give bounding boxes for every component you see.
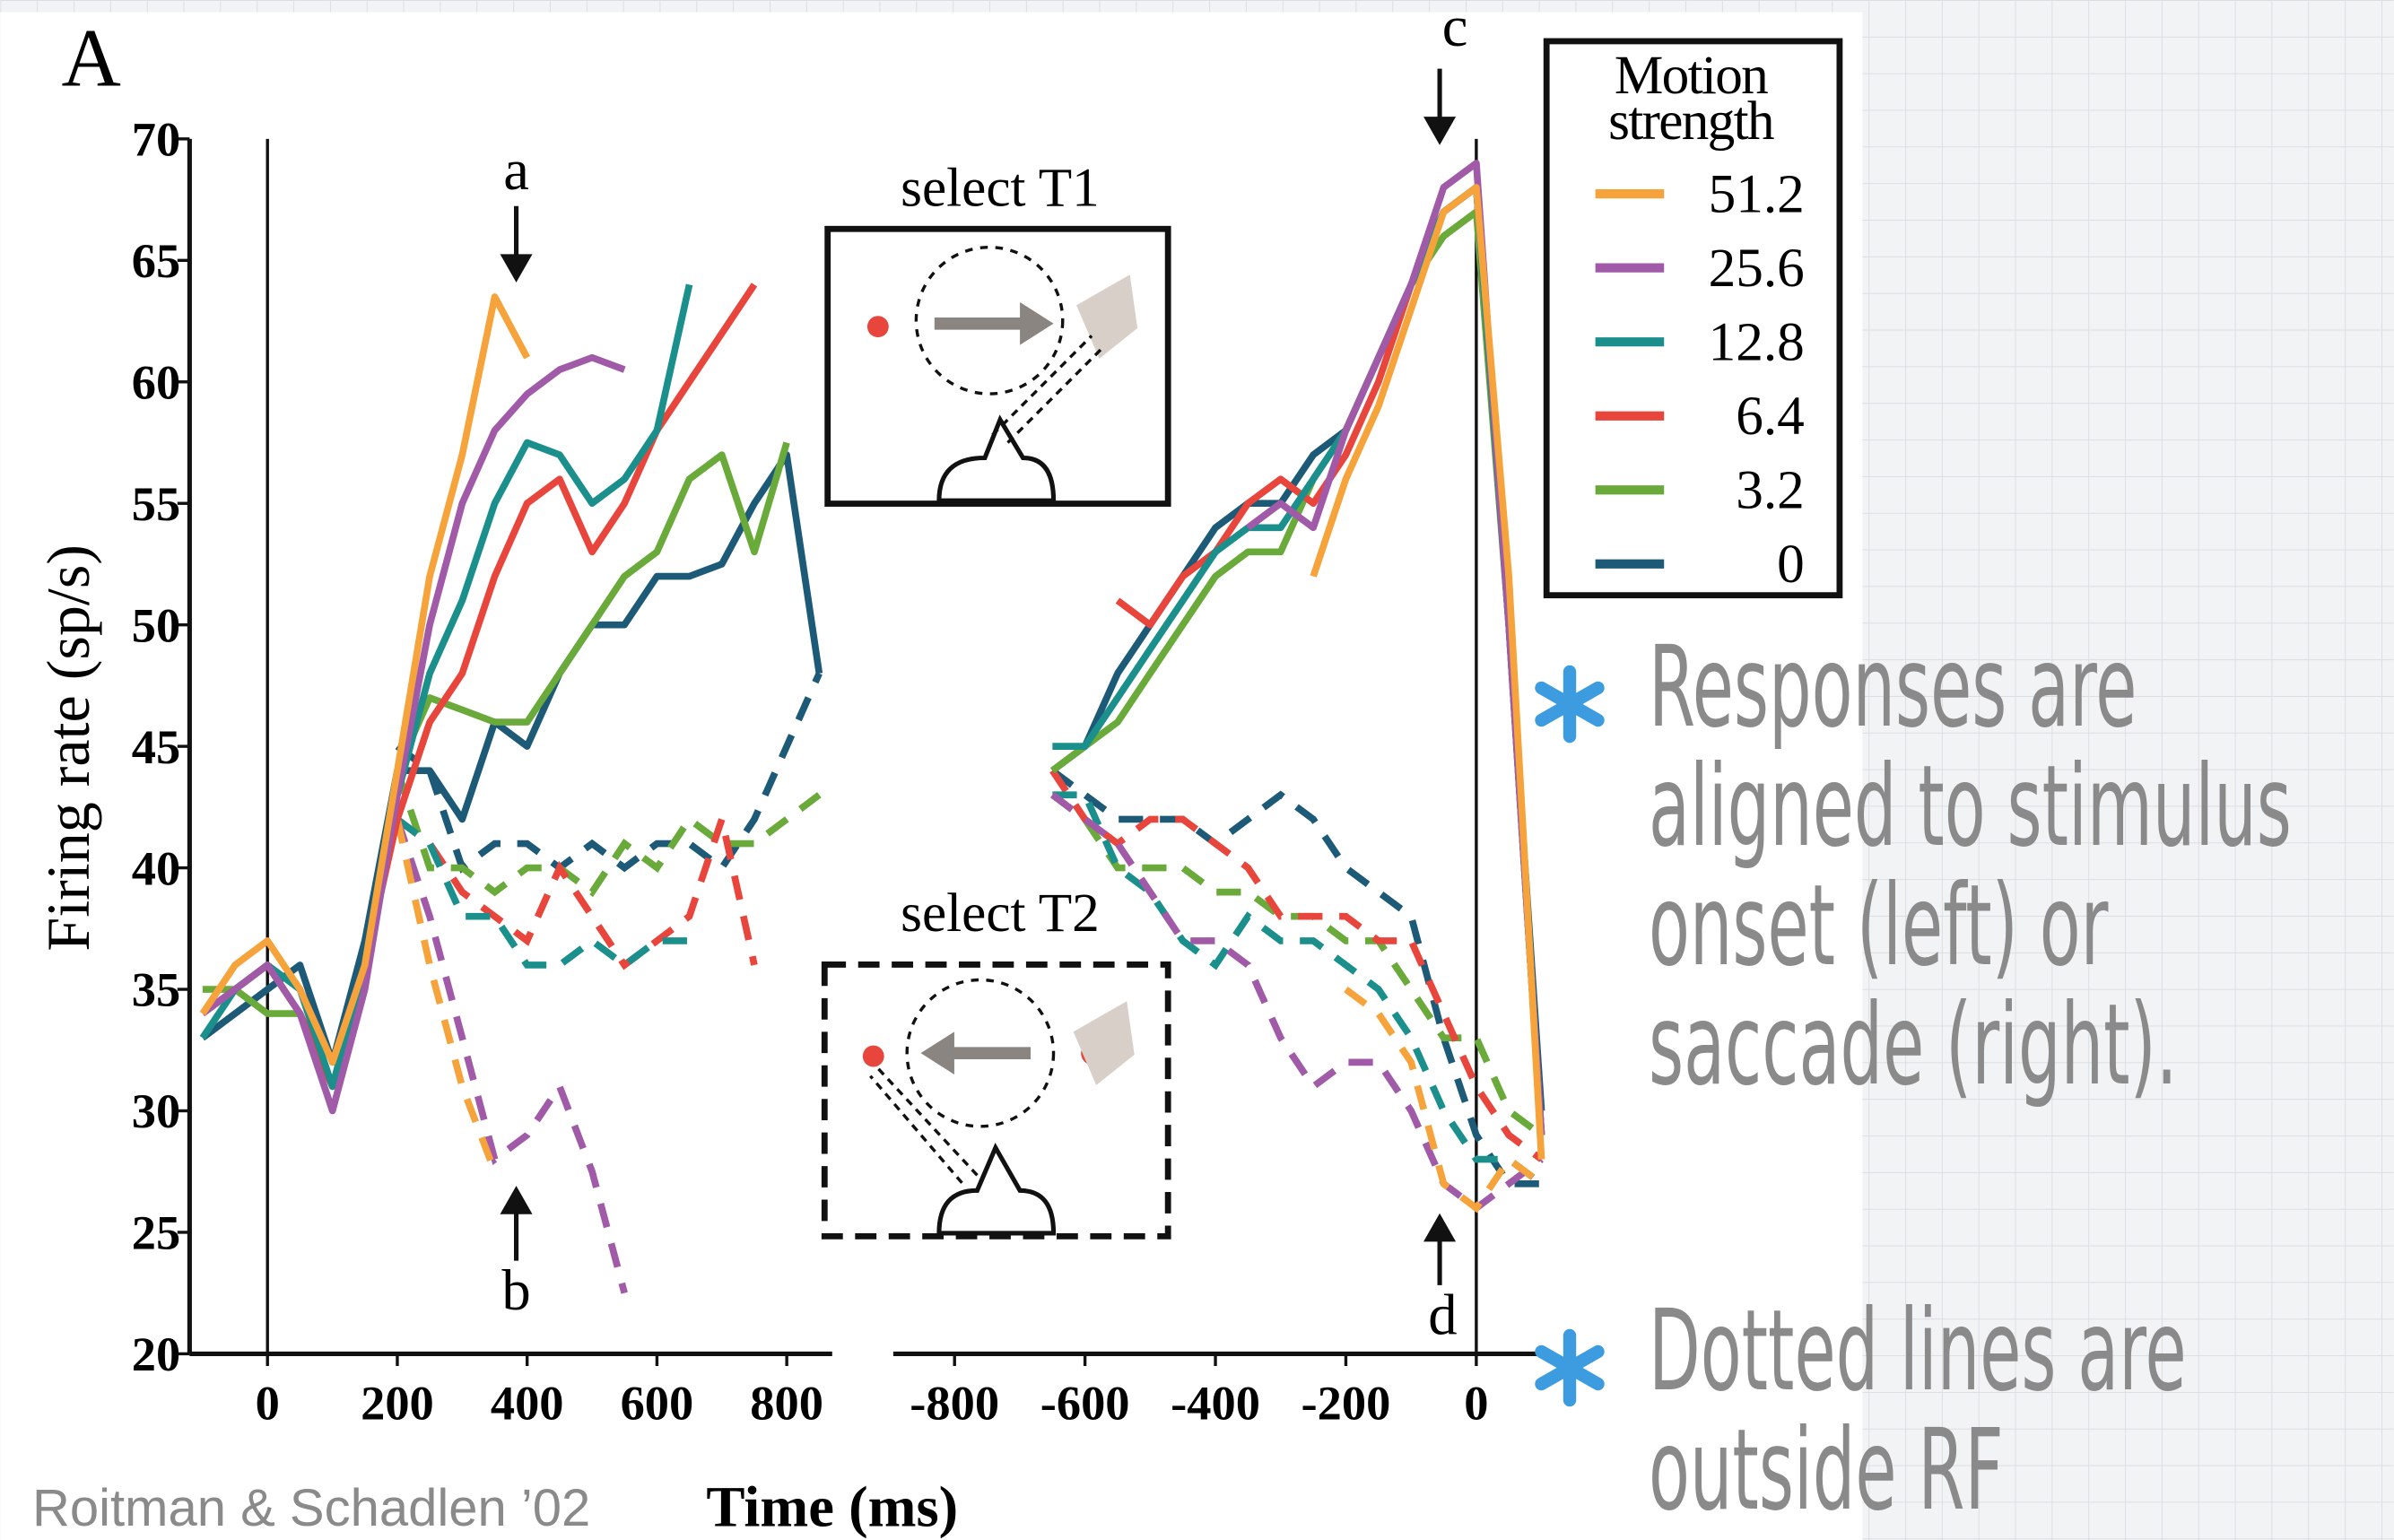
x-tick-label: 0 [1464,1376,1488,1431]
inset-title: select T1 [901,158,1100,219]
annotation: d [1428,1282,1457,1346]
y-tick-label: 40 [132,840,180,895]
outside-rf-line [394,769,822,898]
outside-rf-line [1344,986,1544,1214]
data-line [200,451,823,1066]
legend-label: 51.2 [1709,164,1805,225]
y-tick-label: 25 [132,1205,180,1260]
y-tick-label: 30 [132,1083,180,1138]
outside-rf-line [395,672,823,874]
annotation-arrows [500,68,1457,1285]
outside-rf-line [395,816,690,970]
outside-rf-line [1050,792,1544,1213]
bullet-star [1535,1328,1605,1407]
y-tick-label: 70 [132,112,180,167]
x-tick-label: 200 [361,1376,434,1431]
x-tick-label: 600 [621,1376,694,1431]
x-tick-label: -800 [910,1376,999,1431]
x-tick-label: 0 [256,1376,280,1431]
legend-label: 25.6 [1709,238,1805,299]
x-tick-label: 400 [491,1376,564,1431]
panel-label: A [61,12,120,103]
x-tick-label: -600 [1040,1376,1130,1431]
x-axis-label: Time (ms) [706,1475,958,1539]
outside-rf-line [394,818,628,1294]
annotation: a [503,137,529,202]
legend-label: 3.2 [1736,460,1805,521]
y-tick-label: 55 [132,476,180,531]
legend-title: Motion strength [1608,51,1774,152]
x-tick-label: -200 [1301,1376,1391,1431]
annotation: b [501,1257,530,1322]
legend-label: 6.4 [1736,386,1805,447]
outside-rf-line [1050,768,1542,1188]
inset-diagram [824,225,1171,507]
x-tick-label: 800 [750,1376,823,1431]
legend-label: 0 [1777,534,1805,595]
outside-rf-line [1052,791,1544,1187]
data-line [199,293,531,1066]
legend-title-box: Motion strength [1608,51,1774,152]
outside-rf-line [1050,792,1544,1138]
bullet-star [1535,665,1605,744]
y-tick-label: 65 [132,233,180,288]
y-tick-label: 20 [132,1327,180,1381]
outside-rf-line [395,806,758,970]
citation: Roitman & Schadlen ’02 [32,1479,591,1537]
y-tick-label: 35 [132,962,180,1017]
legend-label: 12.8 [1709,312,1805,373]
data-line [199,283,693,1091]
x-tick-label: -400 [1171,1376,1260,1431]
data-line [200,353,626,1115]
y-tick-label: 45 [132,719,180,774]
outside-rf-line [394,818,499,1173]
y-axis-label: Firing rate (sp/s) [34,544,102,952]
y-tick-label: 50 [132,597,180,652]
data-line [1310,184,1545,1160]
inset-diagram [821,961,1171,1240]
y-tick-label: 60 [132,354,180,409]
legend-box [1543,38,1843,599]
bullet-text: Responses are aligned to stimulus onset … [1649,622,2292,1110]
annotation: c [1442,0,1468,58]
inset-title: select T2 [901,883,1100,944]
bullet-text: Dotted lines are outside RF [1649,1286,2187,1536]
